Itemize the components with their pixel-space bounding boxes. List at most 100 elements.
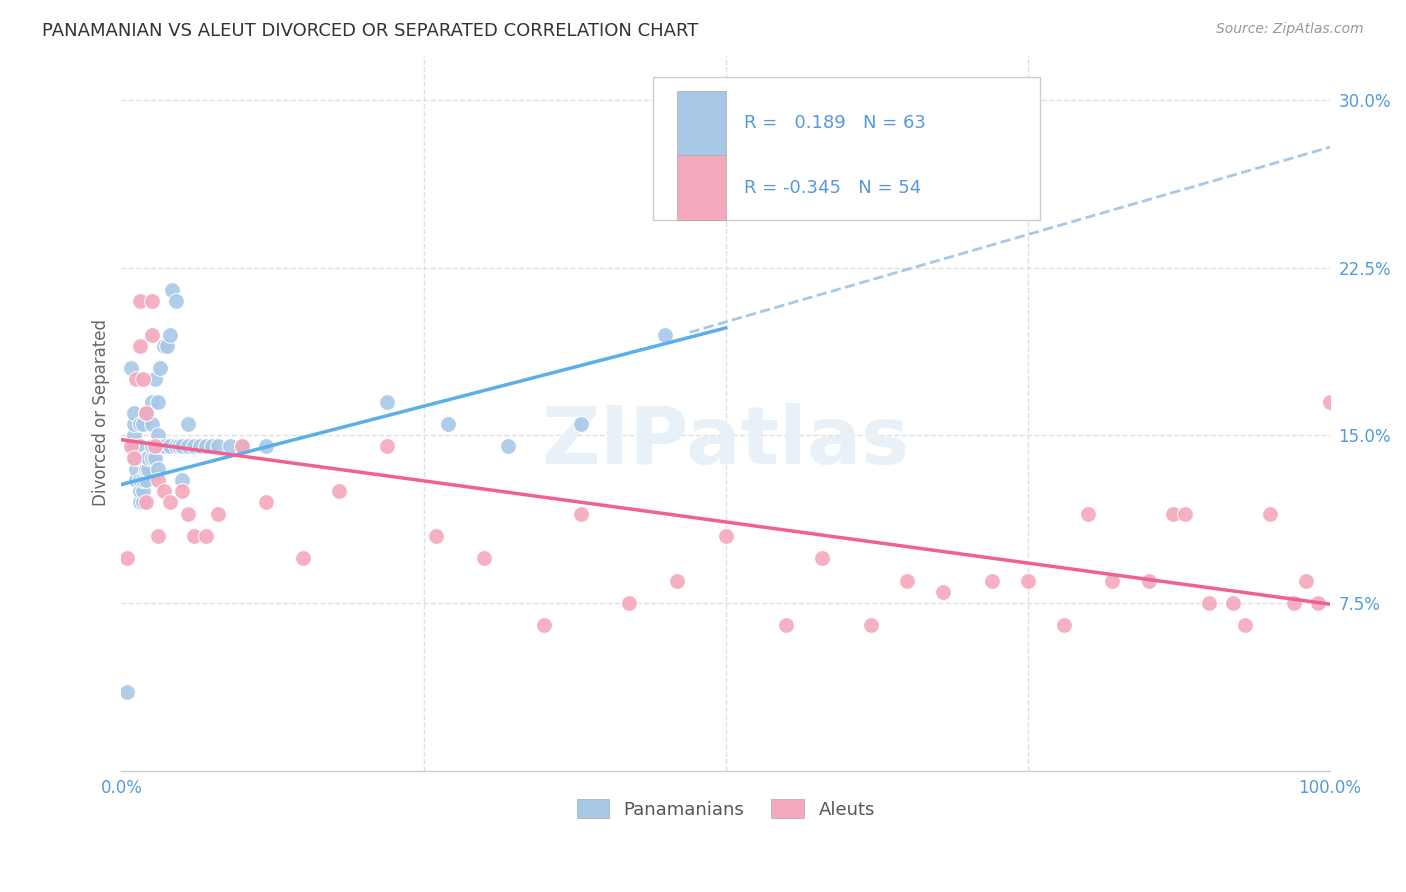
Point bbox=[135, 495, 157, 509]
Point bbox=[207, 507, 229, 521]
Point bbox=[617, 596, 640, 610]
Point bbox=[117, 685, 139, 699]
Point bbox=[195, 440, 218, 454]
Point bbox=[496, 440, 519, 454]
Point bbox=[143, 450, 166, 465]
Point bbox=[256, 440, 278, 454]
Point bbox=[207, 440, 229, 454]
Point bbox=[152, 339, 174, 353]
FancyBboxPatch shape bbox=[654, 77, 1040, 219]
Point bbox=[201, 440, 224, 454]
Point bbox=[120, 440, 142, 454]
Point bbox=[165, 294, 187, 309]
Point bbox=[1137, 574, 1160, 588]
Point bbox=[1295, 574, 1317, 588]
Point bbox=[231, 440, 253, 454]
Text: PANAMANIAN VS ALEUT DIVORCED OR SEPARATED CORRELATION CHART: PANAMANIAN VS ALEUT DIVORCED OR SEPARATE… bbox=[42, 22, 699, 40]
Point bbox=[932, 584, 955, 599]
Point bbox=[1222, 596, 1244, 610]
Point bbox=[472, 551, 495, 566]
Point bbox=[170, 484, 193, 499]
Point bbox=[146, 394, 169, 409]
Point bbox=[375, 440, 398, 454]
Point bbox=[143, 372, 166, 386]
Point bbox=[141, 294, 163, 309]
Point bbox=[859, 618, 882, 632]
Point bbox=[170, 473, 193, 487]
Point bbox=[135, 406, 157, 420]
Text: Source: ZipAtlas.com: Source: ZipAtlas.com bbox=[1216, 22, 1364, 37]
Point bbox=[141, 394, 163, 409]
Point bbox=[128, 495, 150, 509]
Point bbox=[120, 361, 142, 376]
Point bbox=[141, 327, 163, 342]
Point bbox=[125, 473, 148, 487]
Point bbox=[896, 574, 918, 588]
Point bbox=[128, 339, 150, 353]
Point bbox=[169, 440, 191, 454]
Point bbox=[122, 417, 145, 431]
Text: R = -0.345   N = 54: R = -0.345 N = 54 bbox=[744, 178, 921, 196]
Point bbox=[141, 417, 163, 431]
Point bbox=[231, 440, 253, 454]
Point bbox=[1101, 574, 1123, 588]
Point bbox=[125, 462, 148, 476]
Point bbox=[132, 473, 155, 487]
Point bbox=[135, 406, 157, 420]
Point bbox=[159, 495, 181, 509]
Point bbox=[177, 440, 200, 454]
Point bbox=[183, 529, 205, 543]
Point bbox=[146, 473, 169, 487]
Point bbox=[375, 394, 398, 409]
Y-axis label: Divorced or Separated: Divorced or Separated bbox=[93, 319, 110, 507]
Point bbox=[132, 495, 155, 509]
Point bbox=[1077, 507, 1099, 521]
Point bbox=[125, 372, 148, 386]
Point bbox=[1017, 574, 1039, 588]
Text: ZIPatlas: ZIPatlas bbox=[541, 402, 910, 481]
Point bbox=[127, 450, 149, 465]
Point bbox=[141, 440, 163, 454]
Point bbox=[143, 440, 166, 454]
Point bbox=[811, 551, 834, 566]
Point bbox=[122, 406, 145, 420]
Point bbox=[156, 339, 179, 353]
Point bbox=[1282, 596, 1305, 610]
Point bbox=[1306, 596, 1329, 610]
Point bbox=[219, 440, 242, 454]
Point bbox=[533, 618, 555, 632]
Point bbox=[425, 529, 447, 543]
Point bbox=[183, 440, 205, 454]
Point bbox=[146, 462, 169, 476]
Point bbox=[1174, 507, 1197, 521]
Point bbox=[128, 417, 150, 431]
Point bbox=[135, 462, 157, 476]
Point bbox=[135, 450, 157, 465]
Point bbox=[1258, 507, 1281, 521]
Point bbox=[122, 450, 145, 465]
Point bbox=[195, 529, 218, 543]
Point bbox=[165, 440, 187, 454]
Point bbox=[436, 417, 458, 431]
Point bbox=[177, 417, 200, 431]
Point bbox=[128, 294, 150, 309]
Point bbox=[328, 484, 350, 499]
Point bbox=[132, 372, 155, 386]
Point bbox=[775, 618, 797, 632]
Point bbox=[136, 450, 159, 465]
Point bbox=[136, 462, 159, 476]
FancyBboxPatch shape bbox=[678, 155, 725, 219]
Point bbox=[128, 450, 150, 465]
Point bbox=[141, 450, 163, 465]
Point bbox=[1053, 618, 1076, 632]
Point bbox=[1234, 618, 1257, 632]
Point bbox=[654, 327, 676, 342]
Point bbox=[128, 484, 150, 499]
Point bbox=[122, 428, 145, 442]
Point bbox=[1198, 596, 1220, 610]
Point bbox=[146, 428, 169, 442]
Point bbox=[152, 440, 174, 454]
Point bbox=[159, 327, 181, 342]
Point bbox=[177, 507, 200, 521]
Point bbox=[714, 529, 737, 543]
